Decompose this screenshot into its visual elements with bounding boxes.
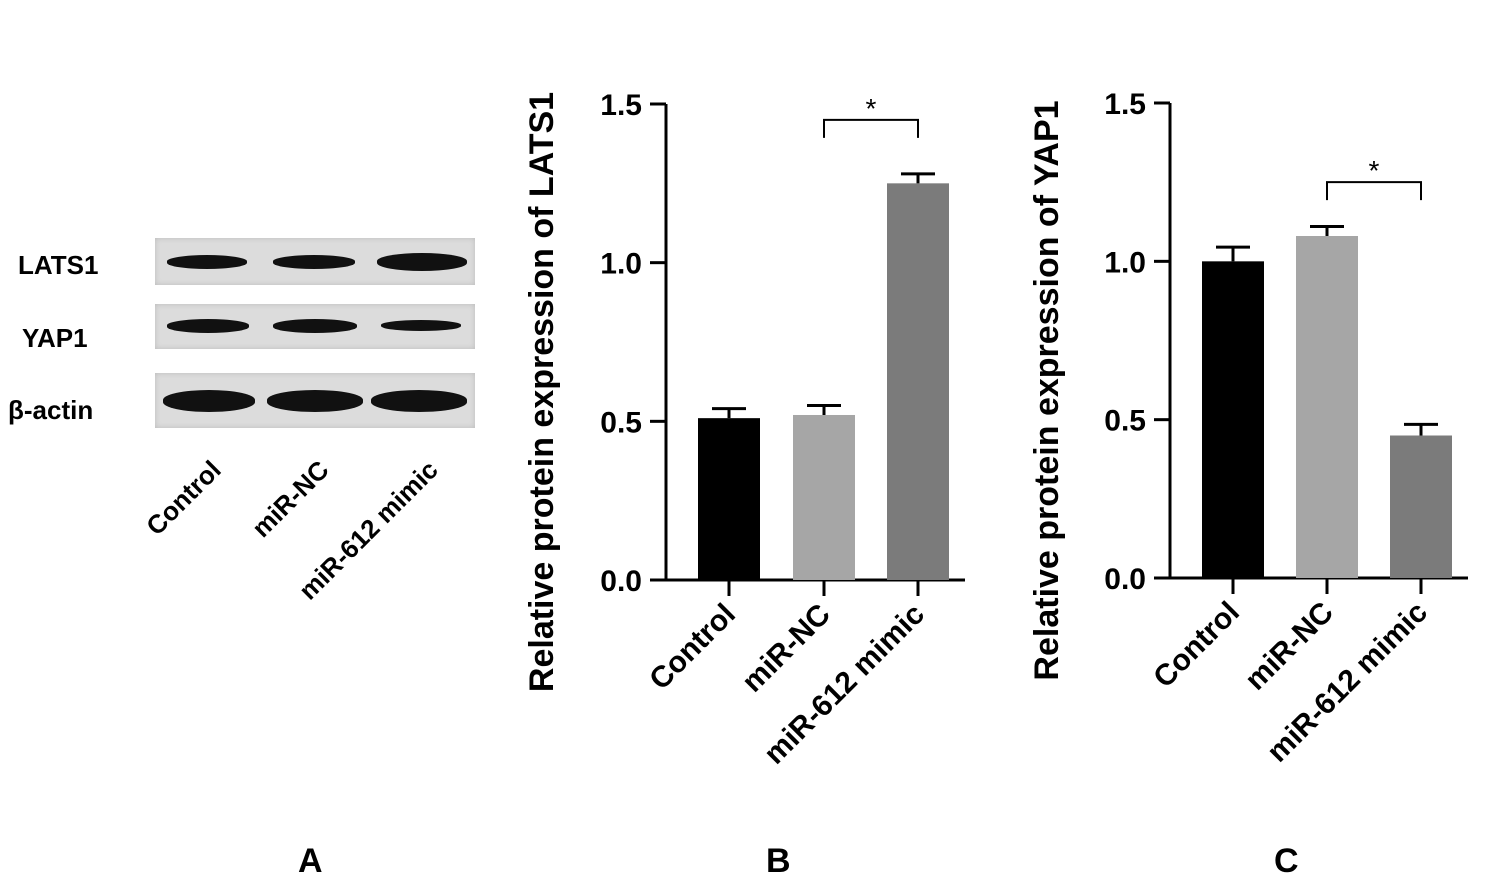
blot-band	[273, 319, 357, 333]
y-axis-label: Relative protein expression of LATS1	[523, 92, 561, 692]
y-tick-label: 0.5	[600, 406, 642, 439]
panel-label-c: C	[1274, 842, 1299, 880]
bar	[698, 418, 760, 580]
blot-band	[381, 320, 461, 331]
blot-band	[163, 390, 255, 412]
bar	[887, 183, 949, 581]
y-tick-label: 0.5	[1104, 405, 1146, 438]
panel-label-b: B	[766, 842, 791, 880]
y-tick-label: 1.5	[600, 89, 642, 122]
x-tick-label: miR-612 mimic	[758, 598, 931, 771]
y-tick-label: 0.0	[1104, 563, 1146, 596]
blot-row-label-beta-actin: β-actin	[8, 395, 94, 425]
bar	[1390, 435, 1452, 578]
bar	[1202, 261, 1264, 578]
x-tick-label: Control	[1147, 596, 1246, 695]
y-axis-label: Relative protein expression of YAP1	[1028, 100, 1066, 680]
blot-row-label-lats1: LATS1	[18, 250, 99, 280]
blot-strip-beta-actin	[155, 373, 475, 428]
blot-band	[371, 390, 467, 412]
blot-band	[377, 253, 467, 271]
x-tick-label: miR-612 mimic	[1261, 596, 1434, 769]
blot-band	[273, 255, 355, 269]
blot-row-label-yap1: YAP1	[22, 323, 88, 353]
significance-label: *	[866, 93, 877, 124]
blot-band	[167, 319, 249, 333]
x-tick-label: Control	[643, 598, 742, 697]
y-tick-label: 1.0	[1104, 246, 1146, 279]
blot-strip-yap1	[155, 304, 475, 349]
bar	[793, 414, 855, 580]
blot-band	[167, 255, 247, 269]
significance-bracket	[823, 118, 919, 138]
bar	[1296, 236, 1358, 578]
y-tick-label: 1.5	[1104, 88, 1146, 121]
blot-band	[267, 390, 363, 412]
panel-label-a: A	[298, 842, 323, 880]
y-tick-label: 0.0	[600, 565, 642, 598]
significance-bracket	[1326, 181, 1422, 201]
significance-label: *	[1369, 155, 1380, 186]
y-tick-label: 1.0	[600, 248, 642, 281]
blot-strip-lats1	[155, 238, 475, 285]
